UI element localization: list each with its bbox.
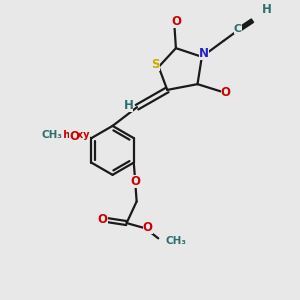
Text: O: O [131,176,141,188]
Text: CH₃: CH₃ [165,236,186,246]
Text: O: O [69,130,79,142]
Text: O: O [171,15,181,28]
Text: H: H [262,3,272,16]
Text: C: C [234,24,242,34]
Text: S: S [152,58,160,71]
Text: methoxy: methoxy [43,130,90,140]
Text: CH₃: CH₃ [42,130,63,140]
Text: O: O [98,213,108,226]
Text: H: H [124,99,133,112]
Text: O: O [221,86,231,99]
Text: O: O [142,221,153,234]
Text: N: N [199,47,209,60]
